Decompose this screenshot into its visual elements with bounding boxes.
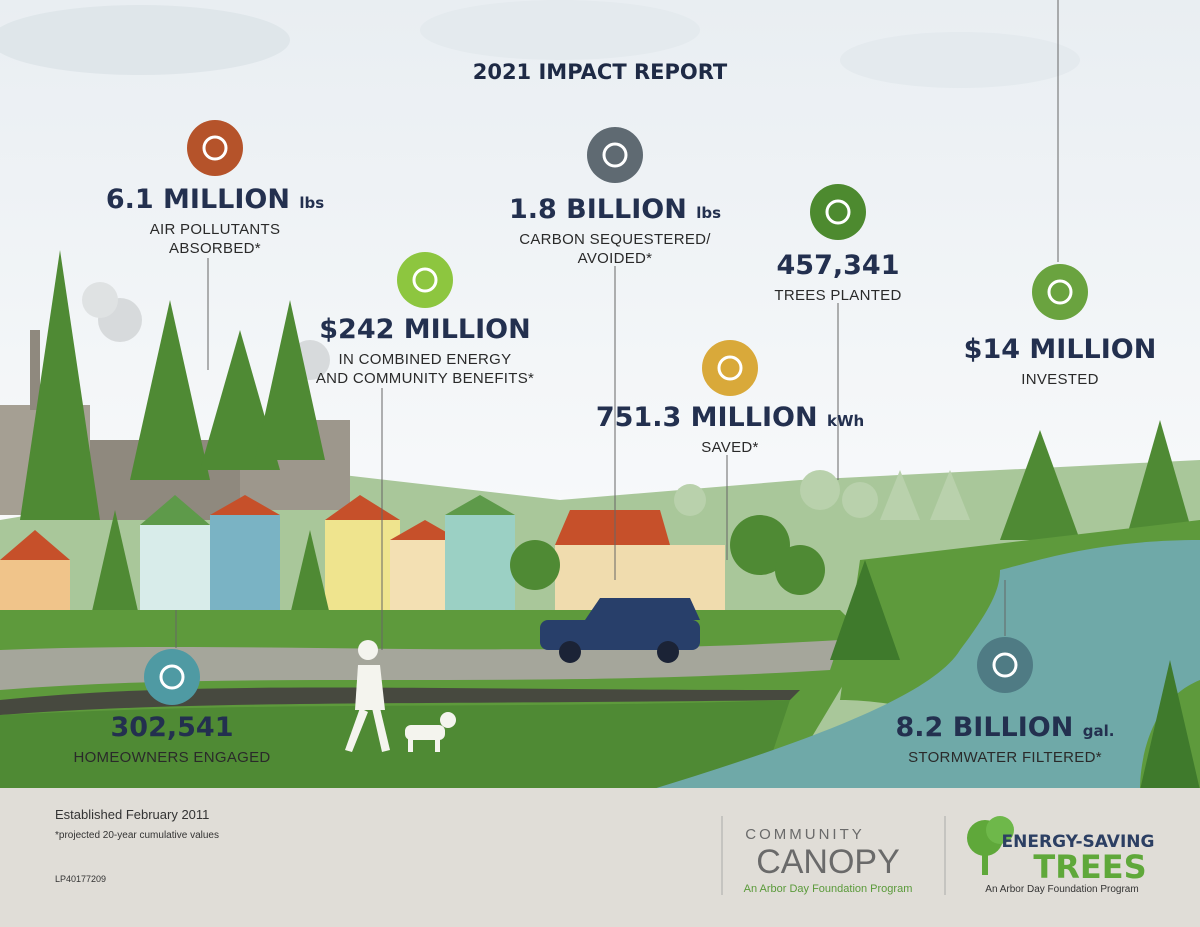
icon-glyph xyxy=(992,652,1018,678)
value: $242 MILLION xyxy=(319,314,530,345)
icon xyxy=(397,252,453,308)
logo-tagline: An Arbor Day Foundation Program xyxy=(985,884,1138,895)
value: 6.1 MILLION xyxy=(106,184,290,215)
unit: kWh xyxy=(827,412,864,430)
unit: lbs xyxy=(299,194,324,212)
code: LP40177209 xyxy=(55,874,106,884)
logo-line2: TREES xyxy=(1033,848,1146,886)
stat-label: IN COMBINED ENERGY xyxy=(339,351,512,368)
stat-value: 8.2 BILLION gal. xyxy=(896,712,1115,743)
icon-glyph xyxy=(602,142,628,168)
stat-label: HOMEOWNERS ENGAGED xyxy=(73,749,270,766)
title: 2021 IMPACT REPORT xyxy=(473,60,728,84)
stat-label: AIR POLLUTANTS xyxy=(150,221,281,238)
footer xyxy=(0,788,1200,927)
icon xyxy=(810,184,866,240)
logo-tagline: An Arbor Day Foundation Program xyxy=(744,883,913,895)
stat-value: $242 MILLION xyxy=(319,314,530,345)
icon-glyph xyxy=(159,664,185,690)
value: 457,341 xyxy=(777,250,900,281)
icon xyxy=(977,637,1033,693)
stat-label: AND COMMUNITY BENEFITS* xyxy=(316,370,534,387)
icon xyxy=(187,120,243,176)
tree-logo xyxy=(967,816,1014,875)
value: $14 MILLION xyxy=(964,334,1157,365)
icon xyxy=(144,649,200,705)
stat-label: STORMWATER FILTERED* xyxy=(908,749,1102,766)
value: 1.8 BILLION xyxy=(509,194,687,225)
stat-value: 1.8 BILLION lbs xyxy=(509,194,721,225)
stat-label: INVESTED xyxy=(1021,371,1098,388)
value: 751.3 MILLION xyxy=(596,402,818,433)
icon xyxy=(1032,264,1088,320)
established: Established February 2011 xyxy=(55,807,209,822)
icon-glyph xyxy=(1047,279,1073,305)
footnote: *projected 20-year cumulative values xyxy=(55,830,219,841)
icon-glyph xyxy=(825,199,851,225)
stat-value: 6.1 MILLION lbs xyxy=(106,184,324,215)
stat-label: TREES PLANTED xyxy=(774,287,901,304)
stat-label: AVOIDED* xyxy=(578,250,653,267)
unit: lbs xyxy=(696,204,721,222)
stat-value: 302,541 xyxy=(111,712,234,743)
logo-line1: ENERGY-SAVING xyxy=(1002,832,1155,852)
stat-label: CARBON SEQUESTERED/ xyxy=(519,231,711,248)
icon-glyph xyxy=(717,355,743,381)
logo-line2: CANOPY xyxy=(756,843,900,881)
icon-glyph xyxy=(202,135,228,161)
stats: 6.1 MILLION lbs AIR POLLUTANTS ABSORBED* $2… xyxy=(73,120,1156,766)
stat-label: SAVED* xyxy=(701,439,758,456)
unit: gal. xyxy=(1083,722,1115,740)
stat-value: 751.3 MILLION kWh xyxy=(596,402,864,433)
icon xyxy=(587,127,643,183)
stat-value: $14 MILLION xyxy=(964,334,1157,365)
value: 302,541 xyxy=(111,712,234,743)
stat-label: ABSORBED* xyxy=(169,240,261,257)
icon xyxy=(702,340,758,396)
logo-line1: COMMUNITY xyxy=(745,826,865,843)
icon-glyph xyxy=(412,267,438,293)
value: 8.2 BILLION xyxy=(896,712,1074,743)
stat-value: 457,341 xyxy=(777,250,900,281)
